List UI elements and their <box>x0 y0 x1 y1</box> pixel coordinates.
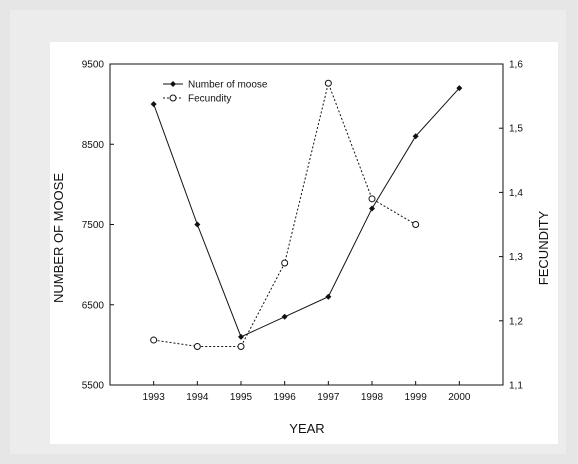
chart-panel: 5500 6500 7500 8500 9500 1,1 1,2 1,3 1,4 1,5 1,6 19… <box>50 42 558 444</box>
y-tick-label-right: 1,5 <box>509 124 523 135</box>
x-tick-label: 1996 <box>274 392 297 403</box>
legend-marker-circle <box>169 94 177 102</box>
x-tick-label: 1997 <box>317 392 340 403</box>
x-axis-title: YEAR <box>289 421 324 436</box>
axes: 5500 6500 7500 8500 9500 1,1 1,2 1,3 1,4 1,5 1,6 19… <box>82 60 524 404</box>
legend: Number of moose Fecundity <box>163 80 268 105</box>
data-point-diamond <box>150 101 157 108</box>
y-tick-label-left: 5500 <box>82 381 105 392</box>
data-point-circle <box>150 336 158 344</box>
x-tick-label: 1999 <box>405 392 428 403</box>
data-point-circle <box>324 79 332 87</box>
data-point-circle <box>412 221 420 228</box>
y-tick-label-right: 1,3 <box>509 252 523 263</box>
axis-labels: YEAR NUMBER OF MOOSE FECUNDITY <box>51 173 551 436</box>
data-point-diamond <box>456 85 463 92</box>
x-tick-label: 2000 <box>448 392 471 403</box>
plot-frame <box>109 63 504 386</box>
y-tick-label-right: 1,1 <box>509 381 523 392</box>
y-tick-label-right: 1,4 <box>509 188 523 199</box>
legend-label: Fecundity <box>188 94 231 105</box>
data-point-circle <box>193 342 201 350</box>
series-moose <box>150 85 463 340</box>
series-fecundity <box>150 79 420 350</box>
y-tick-label-left: 6500 <box>82 300 105 311</box>
data-point-diamond <box>325 293 332 300</box>
y-tick-label-left: 9500 <box>82 60 105 71</box>
series-line <box>153 81 416 347</box>
moose-fecundity-chart: 5500 6500 7500 8500 9500 1,1 1,2 1,3 1,4 1,5 1,6 19… <box>51 60 551 437</box>
figure-frame: 5500 6500 7500 8500 9500 1,1 1,2 1,3 1,4 1,5 1,6 19… <box>10 10 566 454</box>
series-layer <box>150 79 463 350</box>
y-tick-label-left: 7500 <box>82 220 105 231</box>
series-line <box>153 87 460 338</box>
y-tick-label-right: 1,2 <box>509 316 523 327</box>
data-point-circle <box>368 195 376 203</box>
data-point-diamond <box>412 133 419 140</box>
y-tick-label-right: 1,6 <box>509 60 523 71</box>
data-point-diamond <box>281 313 288 320</box>
y-tick-label-left: 8500 <box>82 140 105 151</box>
data-point-diamond <box>369 205 375 212</box>
data-point-diamond <box>238 333 244 340</box>
data-point-circle <box>281 259 289 267</box>
legend-marker-diamond <box>170 81 176 87</box>
data-point-diamond <box>194 221 201 228</box>
x-tick-label: 1995 <box>230 392 253 403</box>
x-tick-label: 1994 <box>186 392 209 403</box>
y-axis-title-left: NUMBER OF MOOSE <box>51 173 66 303</box>
y-axis-title-right: FECUNDITY <box>536 210 551 285</box>
data-point-circle <box>237 342 245 350</box>
x-tick-label: 1998 <box>361 392 384 403</box>
legend-label: Number of moose <box>188 80 268 91</box>
x-tick-label: 1993 <box>143 392 166 403</box>
